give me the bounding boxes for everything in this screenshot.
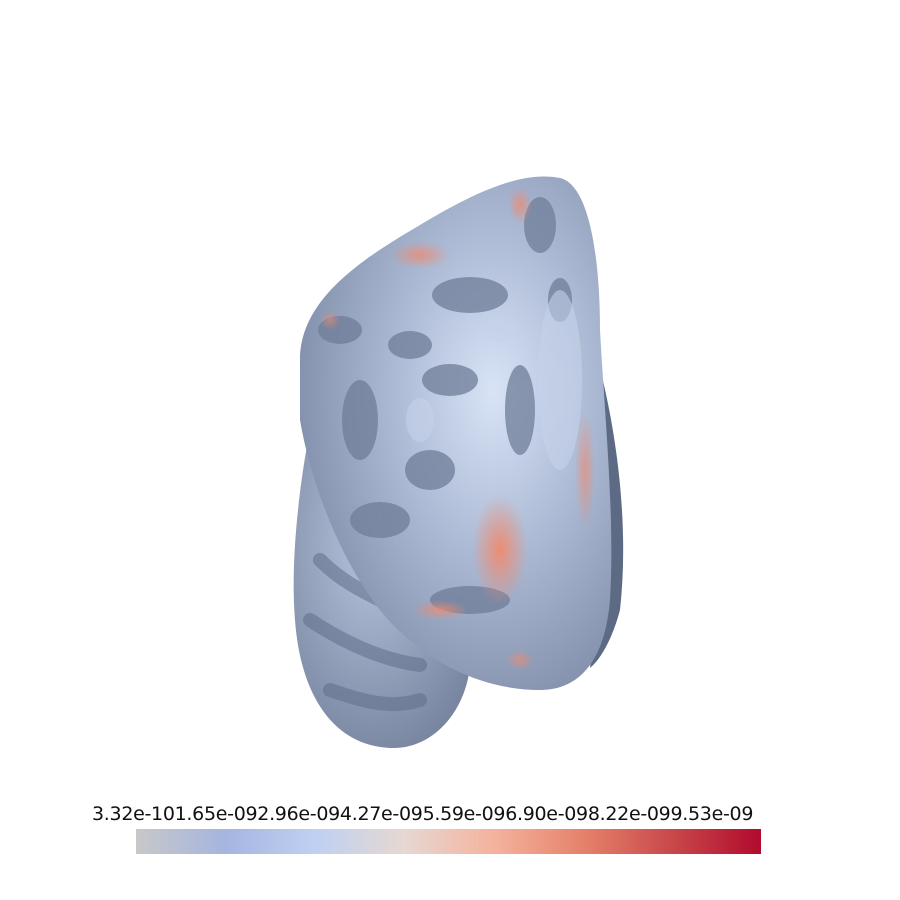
colorbar-tick-label: 1.65e-09 [174,803,258,825]
colorbar-tick-label: 5.59e-09 [422,803,506,825]
colorbar-gradient [136,829,761,854]
colorbar-tick-label: 4.27e-09 [339,803,423,825]
colorbar-tick-labels: 3.32e-101.65e-092.96e-094.27e-095.59e-09… [92,803,753,825]
colorbar-tick-label: 6.90e-09 [505,803,588,825]
colorbar-tick-label: 2.96e-09 [257,803,340,825]
colorbar-tick-label: 8.22e-09 [587,803,671,825]
upper-lobe [300,176,612,691]
colorbar-tick-label: 3.32e-10 [92,803,175,825]
colorbar-tick-label: 9.53e-09 [670,803,754,825]
